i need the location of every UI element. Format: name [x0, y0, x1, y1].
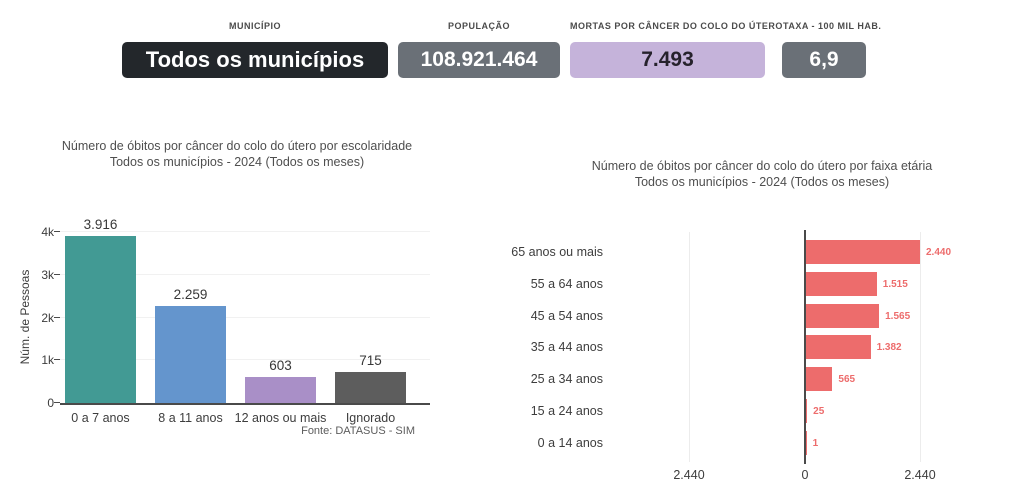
zero-axis-line	[804, 230, 806, 464]
y-tick-label: 2k	[41, 310, 54, 325]
bar-55 a 64 anos[interactable]	[806, 271, 877, 296]
stat-label-populacao: POPULAÇÃO	[447, 21, 510, 31]
x-axis-category-labels: 0 a 7 anos 8 a 11 anos 12 anos ou mais Igno…	[0, 411, 474, 427]
bar-value-label: 715	[359, 353, 382, 369]
row-label-45 a 54 anos: 45 a 54 anos	[530, 308, 603, 323]
bar-value-label: 1	[812, 437, 819, 449]
bar-value-label: 2.259	[173, 287, 208, 303]
stats-header: MUNICÍPIO Todos os municípios POPULAÇÃO …	[0, 0, 1024, 100]
y-tick-mark	[54, 316, 60, 318]
bar-35 a 44 anos[interactable]	[806, 335, 871, 360]
stat-label-taxa: TAXA - 100 MIL HAB.	[783, 21, 882, 31]
bar-65 anos ou mais[interactable]	[806, 240, 920, 264]
y-tick-label: 1k	[41, 353, 54, 368]
y-tick-mark	[54, 402, 60, 403]
x-category-label: Ignorado	[345, 411, 396, 425]
bar-value-label: 1.382	[876, 342, 902, 354]
bar-0 a 7 anos[interactable]	[65, 235, 136, 403]
x-category-label: 12 anos ou mais	[234, 411, 327, 425]
escolaridade-plot-area: 3.916 2.259 603 715	[54, 217, 430, 405]
x-tick-label: 0	[801, 468, 809, 482]
row-label-0 a 14 anos: 0 a 14 anos	[537, 435, 603, 450]
chart-faixa-etaria: Número de óbitos por câncer do colo do ú…	[470, 120, 1024, 490]
bar-0 a 14 anos[interactable]	[806, 430, 807, 455]
bar-value-label: 1.565	[885, 310, 911, 322]
bar-value-label: 1.515	[882, 278, 908, 290]
bar-15 a 24 anos[interactable]	[806, 399, 808, 423]
y-tick-label: 0	[47, 396, 54, 410]
y-tick-mark	[54, 231, 60, 232]
x-category-label: 0 a 7 anos	[71, 411, 130, 425]
stat-label-municipio: MUNICÍPIO	[228, 21, 281, 31]
bar-8 a 11 anos[interactable]	[155, 306, 226, 403]
y-tick-mark	[54, 359, 60, 361]
y-tick-label: 3k	[41, 267, 54, 282]
stat-label-mortas: MORTAS POR CÂNCER DO COLO DO ÚTERO	[570, 21, 783, 31]
bar-12 anos ou mais[interactable]	[245, 377, 316, 403]
x-tick-label: 2.440	[673, 468, 705, 482]
municipio-selector[interactable]: Todos os municípios	[122, 42, 388, 78]
taxa-value: 6,9	[782, 42, 866, 78]
bar-45 a 54 anos[interactable]	[806, 303, 880, 328]
y-tick-label: 4k	[41, 225, 54, 239]
populacao-value: 108.921.464	[398, 42, 560, 78]
chart-title-line2: Todos os municípios - 2024 (Todos os mes…	[634, 175, 890, 189]
gridline-neg-2440	[689, 232, 690, 462]
x-category-label: 8 a 11 anos	[158, 411, 223, 425]
bar-value-label: 3.916	[83, 216, 118, 232]
bar-value-label: 603	[269, 358, 292, 374]
row-label-35 a 44 anos: 35 a 44 anos	[530, 340, 603, 355]
bar-value-label: 565	[838, 374, 856, 386]
chart-title-line2: Todos os municípios - 2024 (Todos os mes…	[109, 155, 365, 169]
gridline-1k	[60, 359, 430, 361]
bar-Ignorado[interactable]	[335, 372, 406, 403]
gridline-4k	[60, 231, 430, 232]
gridline-2k	[60, 316, 430, 318]
x-tick-label: 2.440	[904, 468, 936, 482]
row-label-15 a 24 anos: 15 a 24 anos	[530, 404, 603, 418]
y-tick-mark	[54, 273, 60, 275]
row-label-55 a 64 anos: 55 a 64 anos	[530, 276, 603, 291]
chart-faixa-etaria-title: Número de óbitos por câncer do colo do ú…	[500, 158, 1024, 190]
chart-escolaridade: Número de óbitos por câncer do colo do ú…	[0, 120, 474, 460]
gridline-3k	[60, 273, 430, 275]
chart-title-line1: Número de óbitos por câncer do colo do ú…	[61, 139, 413, 153]
chart-title-line1: Número de óbitos por câncer do colo do ú…	[591, 159, 933, 173]
bar-25 a 34 anos[interactable]	[806, 367, 833, 392]
chart-source: Fonte: DATASUS - SIM	[301, 425, 415, 437]
bar-value-label: 2.440	[926, 247, 952, 258]
chart-escolaridade-title: Número de óbitos por câncer do colo do ú…	[0, 138, 474, 170]
bar-value-label: 25	[813, 406, 825, 417]
row-label-65 anos ou mais: 65 anos ou mais	[511, 245, 603, 259]
gridline-pos-2440	[920, 232, 921, 462]
row-label-25 a 34 anos: 25 a 34 anos	[530, 372, 603, 387]
y-axis-ticks: 4k 3k 2k 1k 0	[26, 225, 54, 410]
mortas-value: 7.493	[570, 42, 765, 78]
